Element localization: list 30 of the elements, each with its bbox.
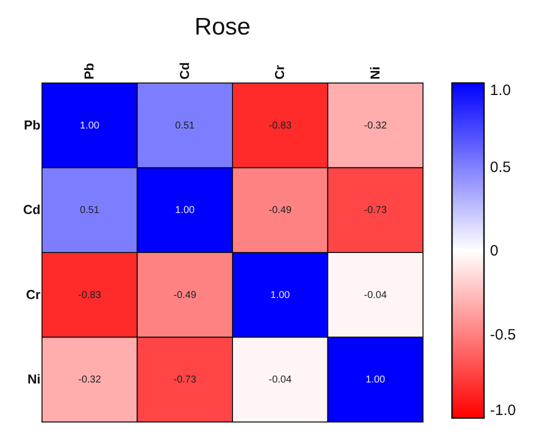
- data-label: 1.00: [175, 205, 196, 216]
- data-label: -0.73: [364, 205, 388, 216]
- x-tick-label: Ni: [367, 66, 382, 80]
- data-label: 0.51: [80, 205, 100, 216]
- x-tick-label: Pb: [82, 62, 97, 80]
- color-bar-label: 1.0: [490, 82, 511, 99]
- data-label: 1.00: [366, 374, 386, 386]
- y-tick-label: Cd: [23, 202, 41, 218]
- data-label: -0.73: [173, 374, 197, 386]
- color-bar-label: -1.0: [490, 402, 516, 419]
- data-label: -0.49: [268, 205, 292, 216]
- chart-title: Rose: [194, 14, 251, 41]
- data-label: -0.49: [173, 290, 197, 301]
- y-tick-label: Cr: [26, 286, 40, 302]
- data-label: 0.51: [175, 120, 196, 132]
- data-label: -0.04: [268, 374, 292, 386]
- color-bar-label: -0.5: [490, 326, 516, 344]
- data-label: -0.32: [364, 120, 388, 132]
- x-tick-label: Cr: [272, 65, 288, 80]
- y-tick-label: Ni: [28, 372, 40, 387]
- x-tick-label: Cd: [176, 62, 192, 80]
- data-label: -0.83: [268, 120, 292, 132]
- data-label: -0.04: [364, 290, 388, 301]
- y-tick-label: Pb: [24, 117, 41, 132]
- data-label: -0.83: [78, 290, 102, 301]
- color-bar-label: 0: [490, 242, 498, 260]
- data-label: -0.32: [78, 374, 102, 386]
- data-label: 1.00: [270, 290, 290, 301]
- color-bar-label: 0.5: [490, 158, 511, 176]
- data-label: 1.00: [80, 120, 100, 132]
